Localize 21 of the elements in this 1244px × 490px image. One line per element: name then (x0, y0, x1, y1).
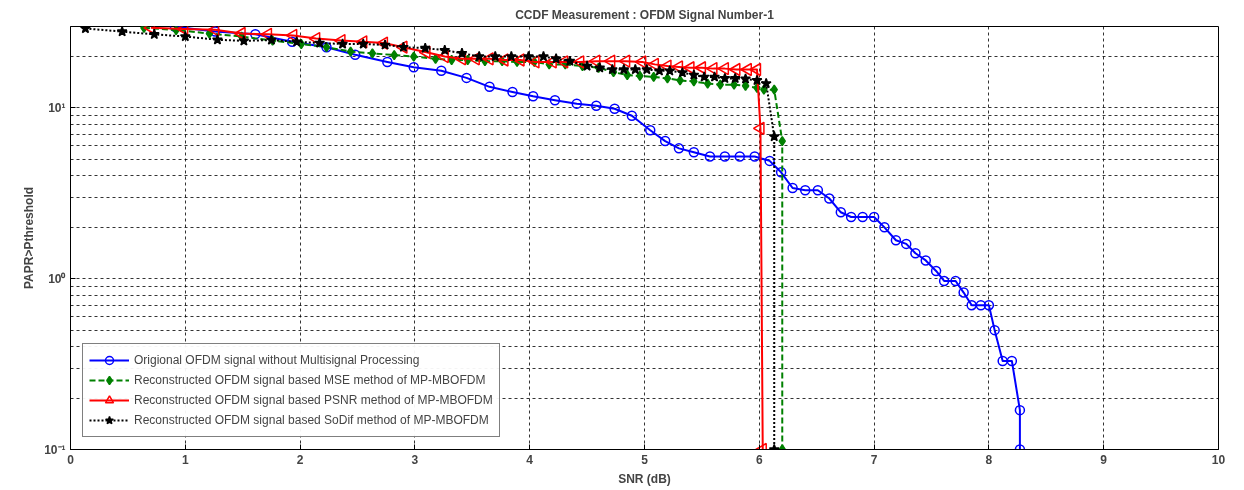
y-tick-label: 10¹ (48, 100, 66, 115)
x-tick-label: 6 (755, 452, 763, 467)
x-tick-label: 5 (641, 452, 649, 467)
x-tick-label: 7 (870, 452, 878, 467)
x-tick-label: 0 (67, 452, 75, 467)
y-axis-title: PAPR>Pthreshold (22, 186, 37, 290)
x-tick-label: 4 (526, 452, 534, 467)
legend-label: Origional OFDM signal without Multisignal Processing (134, 353, 420, 367)
y-tick-label: 10⁻¹ (44, 442, 66, 457)
x-tick-label: 3 (411, 452, 419, 467)
x-tick-label: 8 (985, 452, 993, 467)
legend-label: Reconstructed OFDM signal based PSNR method of MP-MBOFDM (134, 393, 493, 407)
y-tick-label: 10⁰ (48, 271, 67, 286)
chart-title: CCDF Measurement : OFDM Signal Number-1 (515, 7, 775, 22)
x-tick-label: 1 (181, 452, 189, 467)
x-axis-title: SNR (dB) (618, 471, 671, 486)
x-tick-label: 9 (1100, 452, 1108, 467)
x-tick-label: 2 (296, 452, 304, 467)
legend-label: Reconstructed OFDM signal based SoDif method of MP-MBOFDM (134, 413, 489, 427)
legend-label: Reconstructed OFDM signal based MSE method of MP-MBOFDM (134, 373, 486, 387)
x-tick-label: 10 (1211, 452, 1226, 467)
